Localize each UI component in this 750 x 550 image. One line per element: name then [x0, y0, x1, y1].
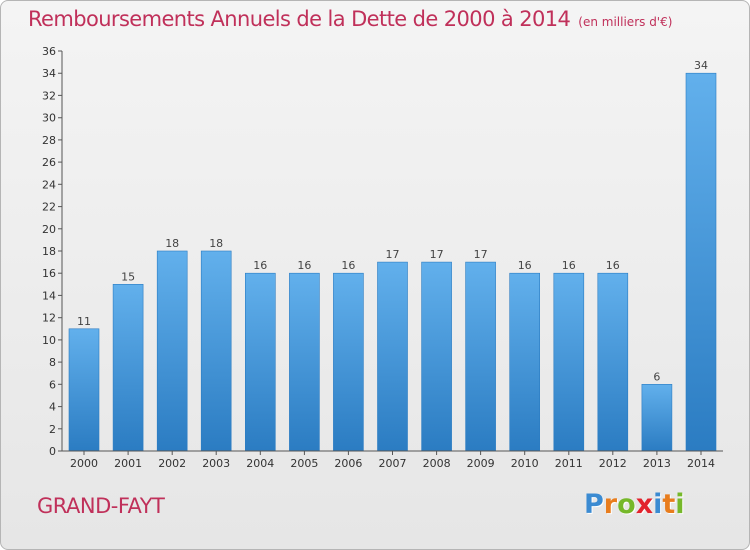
proxiti-logo: Proxiti: [584, 489, 685, 520]
y-tick-label: 32: [42, 89, 56, 102]
x-tick-label: 2007: [379, 457, 407, 470]
bar-2006: [333, 272, 364, 452]
bar-2007: [377, 261, 408, 452]
bar-2013: [641, 383, 673, 452]
commune-name: GRAND-FAYT: [37, 494, 165, 518]
bar-value-label: 16: [518, 259, 532, 272]
y-tick-label: 34: [42, 67, 56, 80]
bar-value-label: 16: [253, 259, 267, 272]
axes-group: 2000 2001 2002 2003 2004 2005 2006 2007 2008 2009…: [42, 45, 723, 470]
x-tick-label: 2013: [643, 457, 671, 470]
y-tick-label: 24: [42, 178, 56, 191]
y-tick-label: 26: [42, 156, 56, 169]
bar-value-label: 15: [121, 270, 135, 283]
y-tick-label: 28: [42, 134, 56, 147]
logo-letter: t: [662, 489, 676, 520]
bar-2011: [553, 272, 585, 452]
logo-letter: i: [675, 489, 685, 520]
y-tick-label: 4: [49, 401, 56, 414]
y-tick-label: 12: [42, 312, 56, 325]
logo-letter: P: [584, 489, 604, 520]
logo-letter: r: [603, 489, 618, 520]
x-tick-label: 2005: [290, 457, 318, 470]
logo-letter: x: [635, 489, 654, 520]
bar-value-label: 16: [341, 259, 355, 272]
chart-title: Remboursements Annuels de la Dette de 20…: [28, 7, 672, 31]
y-tick-label: 22: [42, 201, 56, 214]
x-tick-label: 2011: [555, 457, 583, 470]
bar-2003: [200, 250, 232, 452]
logo-letter: i: [653, 489, 663, 520]
x-tick-label: 2001: [114, 457, 142, 470]
chart-title-main: Remboursements Annuels de la Dette de 20…: [28, 7, 571, 31]
y-tick-label: 36: [42, 45, 56, 58]
bar-value-label: 11: [77, 315, 91, 328]
y-tick-label: 20: [42, 223, 56, 236]
x-tick-label: 2002: [158, 457, 186, 470]
bar-2012: [597, 272, 629, 452]
bar-2010: [509, 272, 541, 452]
y-tick-label: 30: [42, 112, 56, 125]
x-tick-label: 2012: [599, 457, 627, 470]
bar-value-label: 16: [606, 259, 620, 272]
bar-2014: [685, 72, 717, 452]
bar-2000: [68, 328, 100, 452]
bar-value-label: 6: [653, 370, 660, 383]
bar-value-label: 34: [694, 59, 708, 72]
x-tick-label: 2000: [70, 457, 98, 470]
x-tick-label: 2008: [423, 457, 451, 470]
bar-2008: [421, 261, 452, 452]
bars-group: 11 15 18 18 16 16 16 17 17 17 16 16 16 6 34: [68, 59, 717, 452]
y-tick-label: 2: [49, 423, 56, 436]
bar-2002: [156, 250, 188, 452]
x-tick-label: 2006: [334, 457, 362, 470]
x-tick-label: 2004: [246, 457, 274, 470]
bar-value-label: 17: [430, 248, 444, 261]
y-tick-label: 10: [42, 334, 56, 347]
bar-2001: [112, 283, 144, 452]
x-tick-label: 2003: [202, 457, 230, 470]
bar-value-label: 16: [562, 259, 576, 272]
y-tick-label: 18: [42, 245, 56, 258]
bar-2005: [289, 272, 320, 452]
y-tick-label: 8: [49, 356, 56, 369]
bar-value-label: 17: [474, 248, 488, 261]
x-tick-label: 2014: [687, 457, 715, 470]
bar-value-label: 18: [209, 237, 223, 250]
y-tick-label: 0: [49, 445, 56, 458]
chart-title-unit: (en milliers d'€): [578, 15, 673, 29]
bar-value-label: 17: [386, 248, 400, 261]
y-tick-label: 16: [42, 267, 56, 280]
bar-value-label: 18: [165, 237, 179, 250]
x-tick-label: 2010: [511, 457, 539, 470]
bar-value-label: 16: [297, 259, 311, 272]
y-tick-label: 6: [49, 378, 56, 391]
logo-letter: o: [617, 489, 636, 520]
y-tick-label: 14: [42, 289, 56, 302]
bar-2004: [245, 272, 276, 452]
bar-2009: [465, 261, 496, 452]
x-tick-label: 2009: [467, 457, 495, 470]
